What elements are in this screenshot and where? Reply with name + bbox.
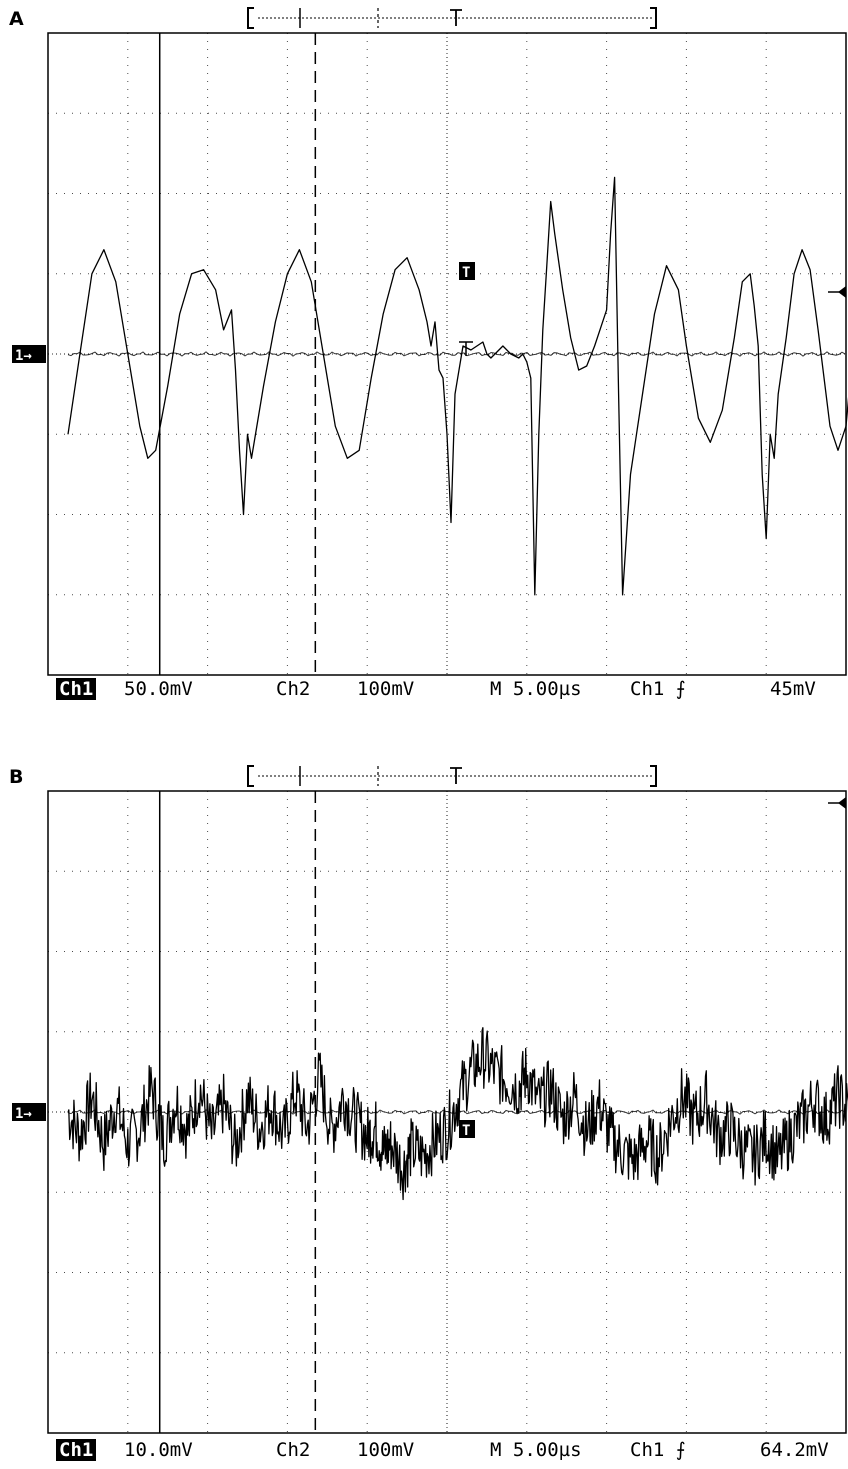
ground-marker — [12, 345, 46, 363]
trigger-level: 64.2mV — [760, 1439, 829, 1461]
scope-screen-b: 1→ T — [12, 765, 848, 1434]
ch2-tag: Ch2 — [276, 678, 311, 700]
scope-screen-a: 1→ T — [12, 7, 848, 676]
trigger-position-box — [459, 1120, 475, 1138]
scope-panel-a: 1→ T — [0, 0, 848, 700]
trigger-level-marker — [459, 341, 473, 356]
ch2-scale: 100mV — [357, 678, 415, 700]
trigger-level-arrow — [838, 797, 846, 809]
trigger-level-arrow — [838, 286, 846, 298]
trigger-level: 45mV — [770, 678, 816, 700]
readout-bar-a: Ch1 50.0mV Ch2 100mV M 5.00µs Ch1 ⨍ 45mV — [0, 676, 848, 706]
record-bracket-right — [650, 765, 657, 787]
record-bracket-left — [247, 7, 254, 29]
record-bracket-right — [650, 7, 657, 29]
trigger-source: Ch1 ⨍ — [630, 1439, 686, 1461]
trigger-position-label: T — [462, 265, 470, 281]
ground-marker-label: 1→ — [15, 1106, 32, 1122]
record-bracket-left — [247, 765, 254, 787]
ch2-scale: 100mV — [357, 1439, 415, 1461]
trigger-source: Ch1 ⨍ — [630, 678, 686, 700]
trigger-position-label: T — [462, 1123, 470, 1139]
panel-label-a: A — [9, 8, 24, 30]
timebase: M 5.00µs — [490, 1439, 582, 1461]
ground-marker — [12, 1103, 46, 1121]
ground-marker-label: 1→ — [15, 348, 32, 364]
ch1-tag: Ch1 — [56, 1439, 97, 1461]
ch1-scale: 10.0mV — [124, 1439, 193, 1461]
readout-bar-b: Ch1 10.0mV Ch2 100mV M 5.00µs Ch1 ⨍ 64.2… — [0, 1437, 848, 1467]
record-trigger-marker — [450, 9, 462, 26]
timebase: M 5.00µs — [490, 678, 582, 700]
panel-label-b: B — [9, 766, 24, 788]
series-ch1-trace — [67, 176, 848, 596]
series-ch1-trace — [67, 1027, 848, 1201]
scope-panel-b: 1→ T — [0, 758, 848, 1458]
series-ch2-trace — [67, 351, 846, 357]
ch1-tag: Ch1 — [56, 678, 97, 700]
ch1-scale: 50.0mV — [124, 678, 193, 700]
trigger-position-box — [459, 262, 475, 280]
ch2-tag: Ch2 — [276, 1439, 311, 1461]
record-trigger-marker — [450, 767, 462, 784]
